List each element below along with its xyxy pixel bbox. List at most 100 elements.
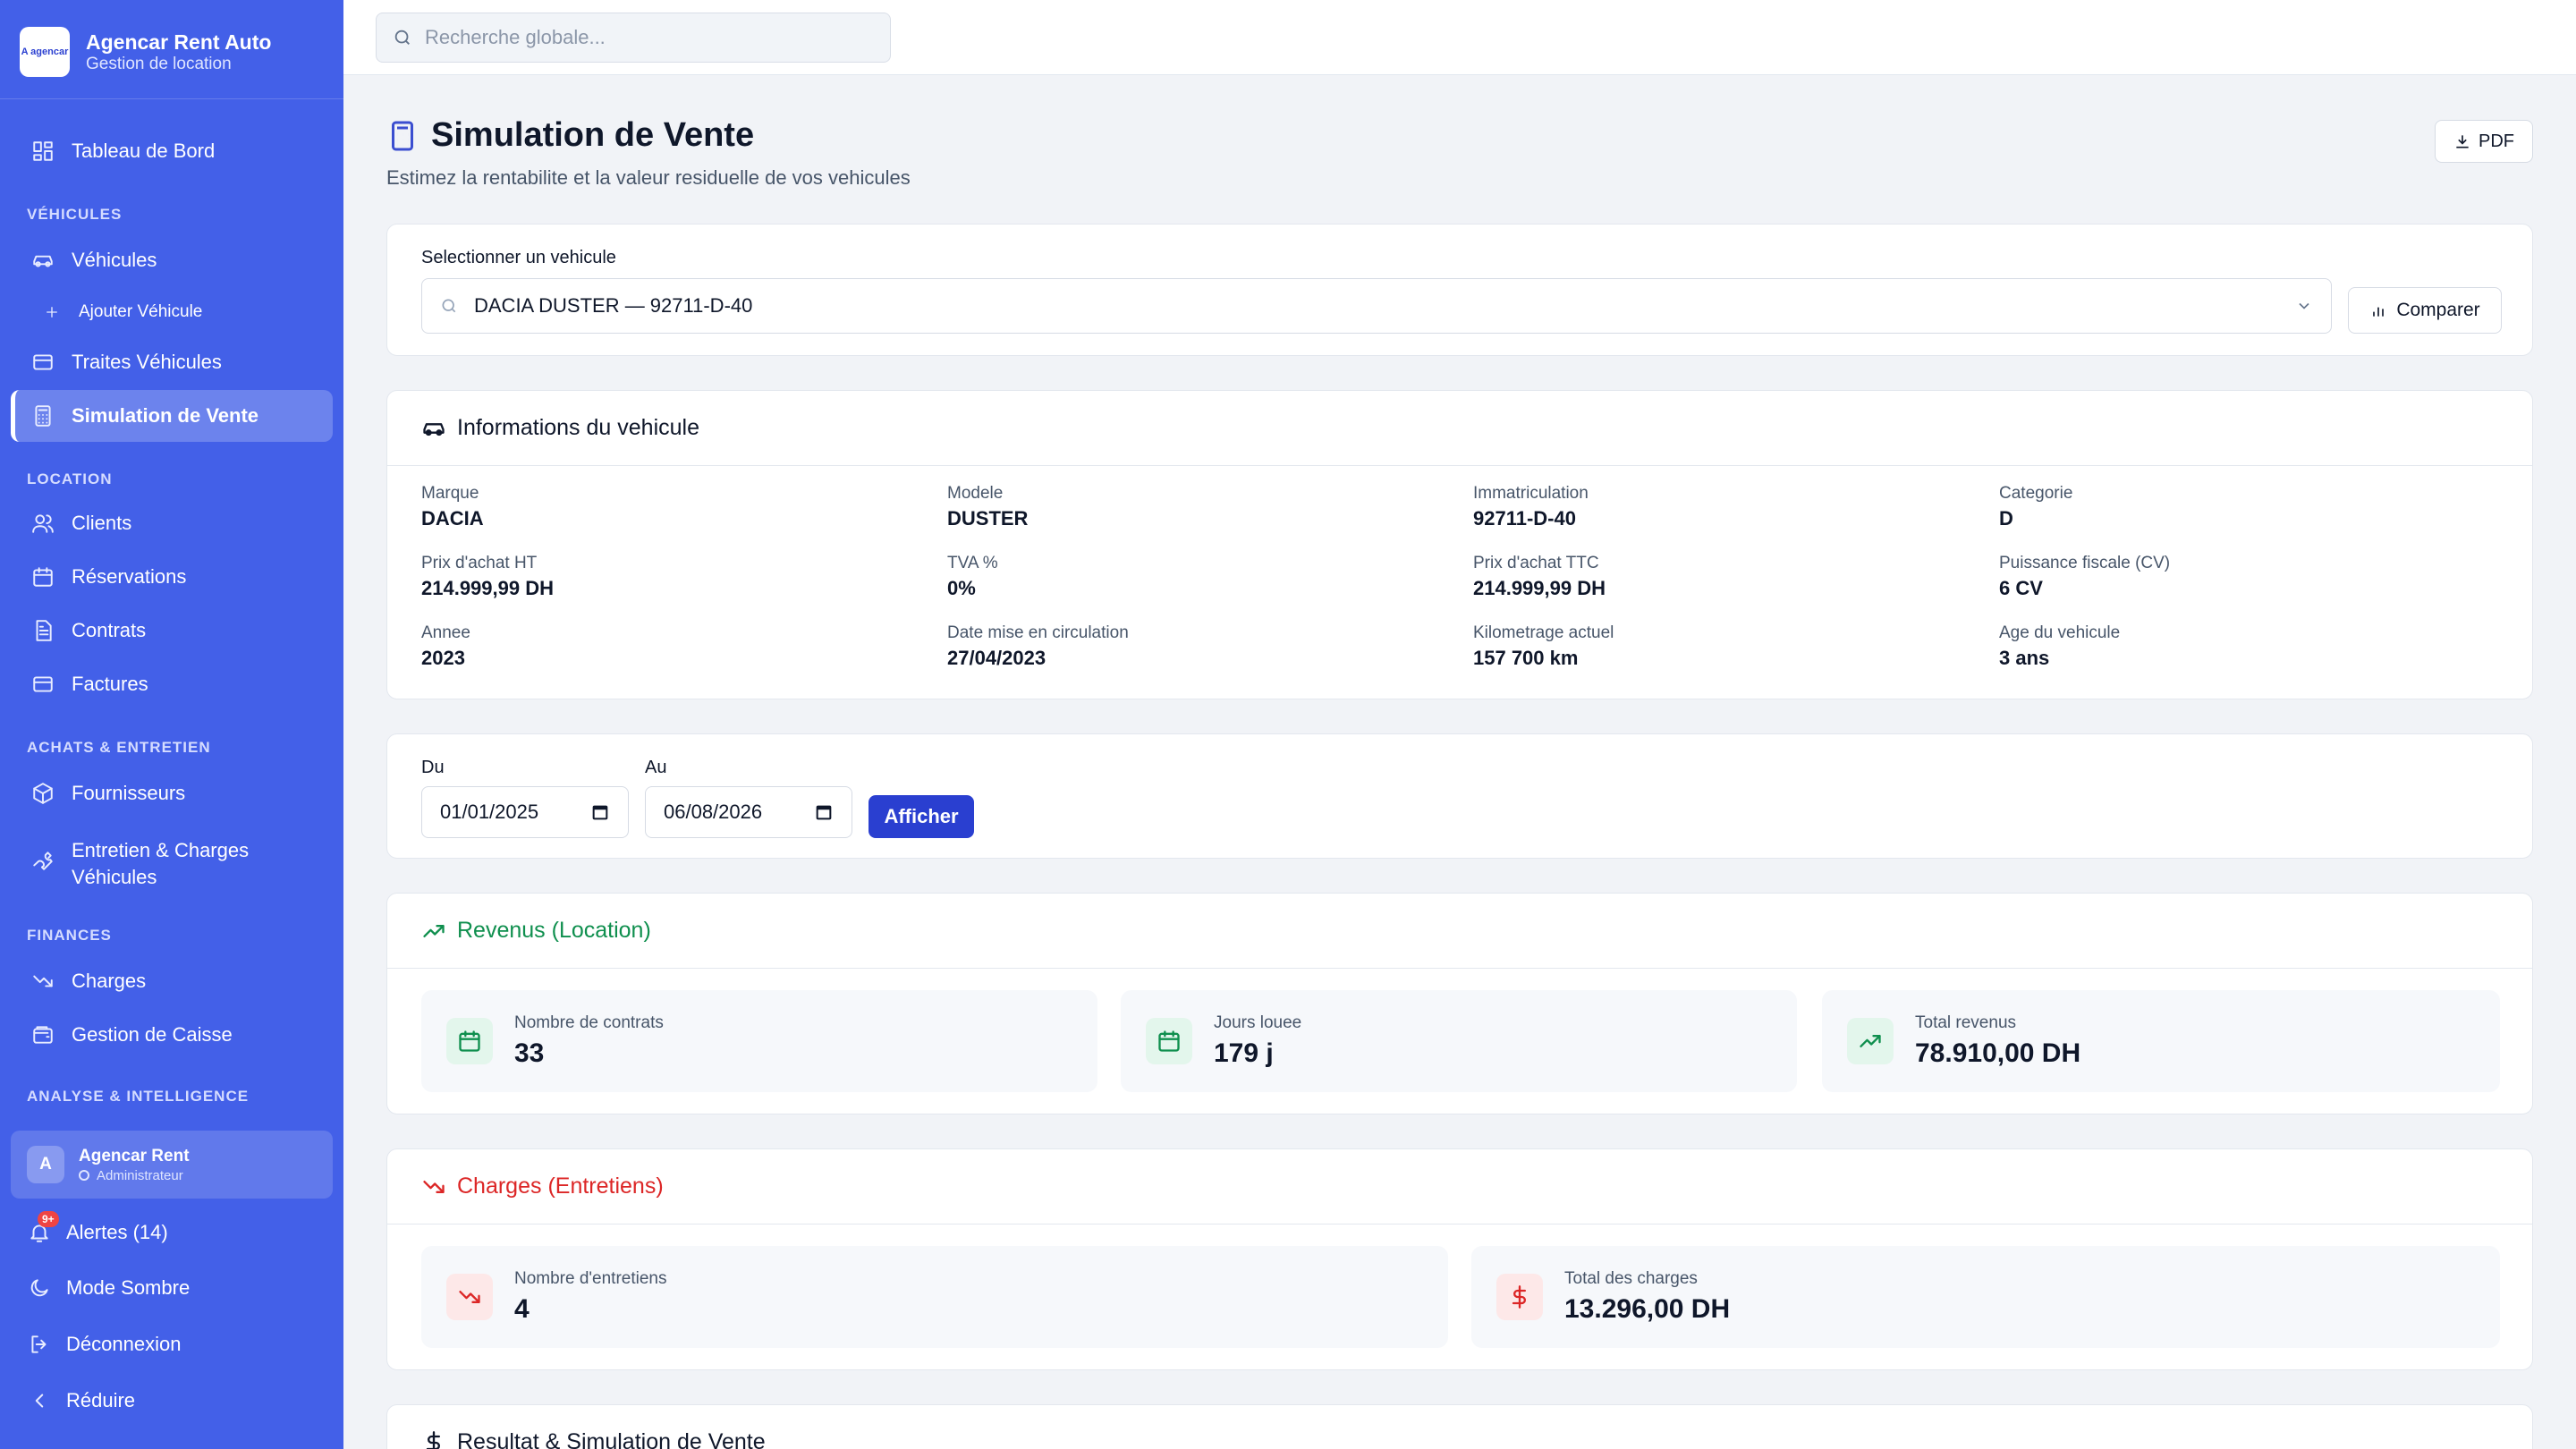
section-vehicules: VÉHICULES <box>27 206 123 223</box>
calendar-icon <box>1146 1018 1192 1064</box>
sidebar-item-entretien[interactable]: Entretien & Charges Véhicules <box>11 830 333 889</box>
section-location: LOCATION <box>27 470 113 487</box>
stat-label: Jours louee <box>1214 1013 1302 1032</box>
compare-button[interactable]: Comparer <box>2348 287 2502 334</box>
alerts-label: Alertes (14) <box>66 1221 168 1243</box>
info-value: 27/04/2023 <box>947 647 1046 669</box>
info-value: 6 CV <box>1999 577 2043 599</box>
resultat-header: Resultat & Simulation de Vente <box>387 1405 2532 1449</box>
sidebar: A agencar Agencar Rent Auto Gestion de l… <box>0 0 343 1449</box>
vehicle-info-field: Date mise en circulation 27/04/2023 <box>947 623 1448 670</box>
trending-down-icon <box>423 1180 445 1193</box>
charges-header: Charges (Entretiens) <box>387 1149 2532 1224</box>
pdf-export-button[interactable]: PDF <box>2435 120 2533 163</box>
info-value: 3 ans <box>1999 647 2050 669</box>
brand-logo: A agencar <box>20 27 70 77</box>
vehicle-info-field: Prix d'achat HT 214.999,99 DH <box>421 554 922 600</box>
vehicle-info-header: Informations du vehicule <box>387 391 2532 466</box>
dark-mode-label: Mode Sombre <box>66 1276 191 1299</box>
vehicle-info-field: Categorie D <box>1999 484 2500 530</box>
file-text-icon <box>30 618 55 643</box>
sidebar-item-label: Véhicules <box>72 866 157 888</box>
collapse-button[interactable]: Réduire <box>27 1383 135 1419</box>
sidebar-item-vehicules[interactable]: Véhicules <box>11 234 333 286</box>
sidebar-item-factures[interactable]: Factures <box>11 658 333 710</box>
stat-value: 13.296,00 DH <box>1564 1294 1731 1324</box>
collapse-label: Réduire <box>66 1389 136 1411</box>
section-achats: ACHATS & ENTRETIEN <box>27 739 211 756</box>
trending-up-icon <box>423 924 445 937</box>
user-card[interactable]: A Agencar Rent Administrateur <box>11 1131 333 1199</box>
brand-subtitle: Gestion de location <box>86 55 232 73</box>
sidebar-item-ajouter-vehicule[interactable]: Ajouter Véhicule <box>11 286 333 338</box>
moon-icon <box>27 1275 52 1301</box>
bar-chart-icon <box>2373 307 2385 317</box>
stat-contrats: Nombre de contrats 33 <box>421 990 1097 1092</box>
logout-button[interactable]: Déconnexion <box>27 1326 181 1362</box>
trending-up-icon <box>1847 1018 1894 1064</box>
status-dot-icon <box>79 1170 89 1181</box>
calendar-icon <box>446 1018 493 1064</box>
users-icon <box>30 511 55 536</box>
alerts-button[interactable]: 9+ Alertes (14) <box>27 1211 168 1250</box>
dark-mode-toggle[interactable]: Mode Sombre <box>27 1270 190 1306</box>
sidebar-item-label: Traites Véhicules <box>72 351 222 373</box>
vehicle-info-field: Prix d'achat TTC 214.999,99 DH <box>1473 554 1974 600</box>
trending-down-icon <box>30 969 55 994</box>
page-title-text: Simulation de Vente <box>431 116 755 154</box>
page-subtitle: Estimez la rentabilite et la valeur resi… <box>386 166 911 189</box>
vehicle-info-field: Immatriculation 92711-D-40 <box>1473 484 1974 530</box>
vehicle-info-field: Modele DUSTER <box>947 484 1448 530</box>
sidebar-item-reservations[interactable]: Réservations <box>11 551 333 603</box>
brand-name: Agencar Rent Auto <box>86 30 272 54</box>
sidebar-item-traites[interactable]: Traites Véhicules <box>11 336 333 388</box>
credit-card-icon <box>30 350 55 375</box>
info-label: Age du vehicule <box>1999 623 2121 642</box>
vehicle-selector-card: Selectionner un vehicule DACIA DUSTER — … <box>386 224 2533 356</box>
vehicle-select[interactable]: DACIA DUSTER — 92711-D-40 <box>421 278 2332 334</box>
sidebar-item-charges[interactable]: Charges <box>11 955 333 1007</box>
sidebar-item-clients[interactable]: Clients <box>11 497 333 549</box>
topbar <box>343 0 2576 75</box>
search-icon <box>442 299 456 313</box>
revenus-header: Revenus (Location) <box>387 894 2532 969</box>
sidebar-item-contrats[interactable]: Contrats <box>11 605 333 657</box>
brand[interactable]: A agencar Agencar Rent Auto Gestion de l… <box>20 27 271 77</box>
divider <box>0 98 343 99</box>
stat-total-revenus: Total revenus 78.910,00 DH <box>1822 990 2500 1092</box>
calendar-icon <box>592 805 608 820</box>
stat-value: 78.910,00 DH <box>1915 1038 2081 1068</box>
search-input[interactable] <box>425 26 854 49</box>
sidebar-item-caisse[interactable]: Gestion de Caisse <box>11 1009 333 1061</box>
calculator-icon <box>392 121 413 150</box>
afficher-button[interactable]: Afficher <box>869 795 974 838</box>
download-icon <box>2456 135 2469 148</box>
charges-card: Charges (Entretiens) Nombre d'entretiens… <box>386 1148 2533 1370</box>
sidebar-item-label: Fournisseurs <box>72 782 186 804</box>
date-to-input[interactable]: 06/08/2026 <box>645 786 852 838</box>
stat-value: 4 <box>514 1294 530 1324</box>
calendar-icon <box>816 805 832 820</box>
sidebar-item-dashboard[interactable]: Tableau de Bord <box>11 125 333 177</box>
date-from-input[interactable]: 01/01/2025 <box>421 786 629 838</box>
logout-icon <box>27 1332 52 1357</box>
revenus-title: Revenus (Location) <box>457 918 651 943</box>
vehicle-select-value: DACIA DUSTER — 92711-D-40 <box>474 294 753 317</box>
search-icon <box>394 30 410 45</box>
vehicle-info-field: Puissance fiscale (CV) 6 CV <box>1999 554 2500 600</box>
vehicle-info-card: Informations du vehicule Marque DACIA Mode… <box>386 390 2533 699</box>
charges-title: Charges (Entretiens) <box>457 1174 664 1199</box>
au-label: Au <box>645 758 667 777</box>
vehicle-info-field: Annee 2023 <box>421 623 922 670</box>
vehicle-info-field: Marque DACIA <box>421 484 922 530</box>
global-search[interactable] <box>376 13 891 63</box>
sidebar-item-fournisseurs[interactable]: Fournisseurs <box>11 767 333 819</box>
sidebar-item-simulation[interactable]: Simulation de Vente <box>11 390 333 442</box>
sidebar-item-label: Véhicules <box>72 249 157 271</box>
resultat-title: Resultat & Simulation de Vente <box>457 1429 766 1449</box>
info-label: Prix d'achat TTC <box>1473 554 1599 572</box>
sidebar-item-label: Factures <box>72 673 148 695</box>
car-icon <box>30 248 55 273</box>
plus-icon <box>43 300 61 325</box>
info-label: Puissance fiscale (CV) <box>1999 554 2171 572</box>
